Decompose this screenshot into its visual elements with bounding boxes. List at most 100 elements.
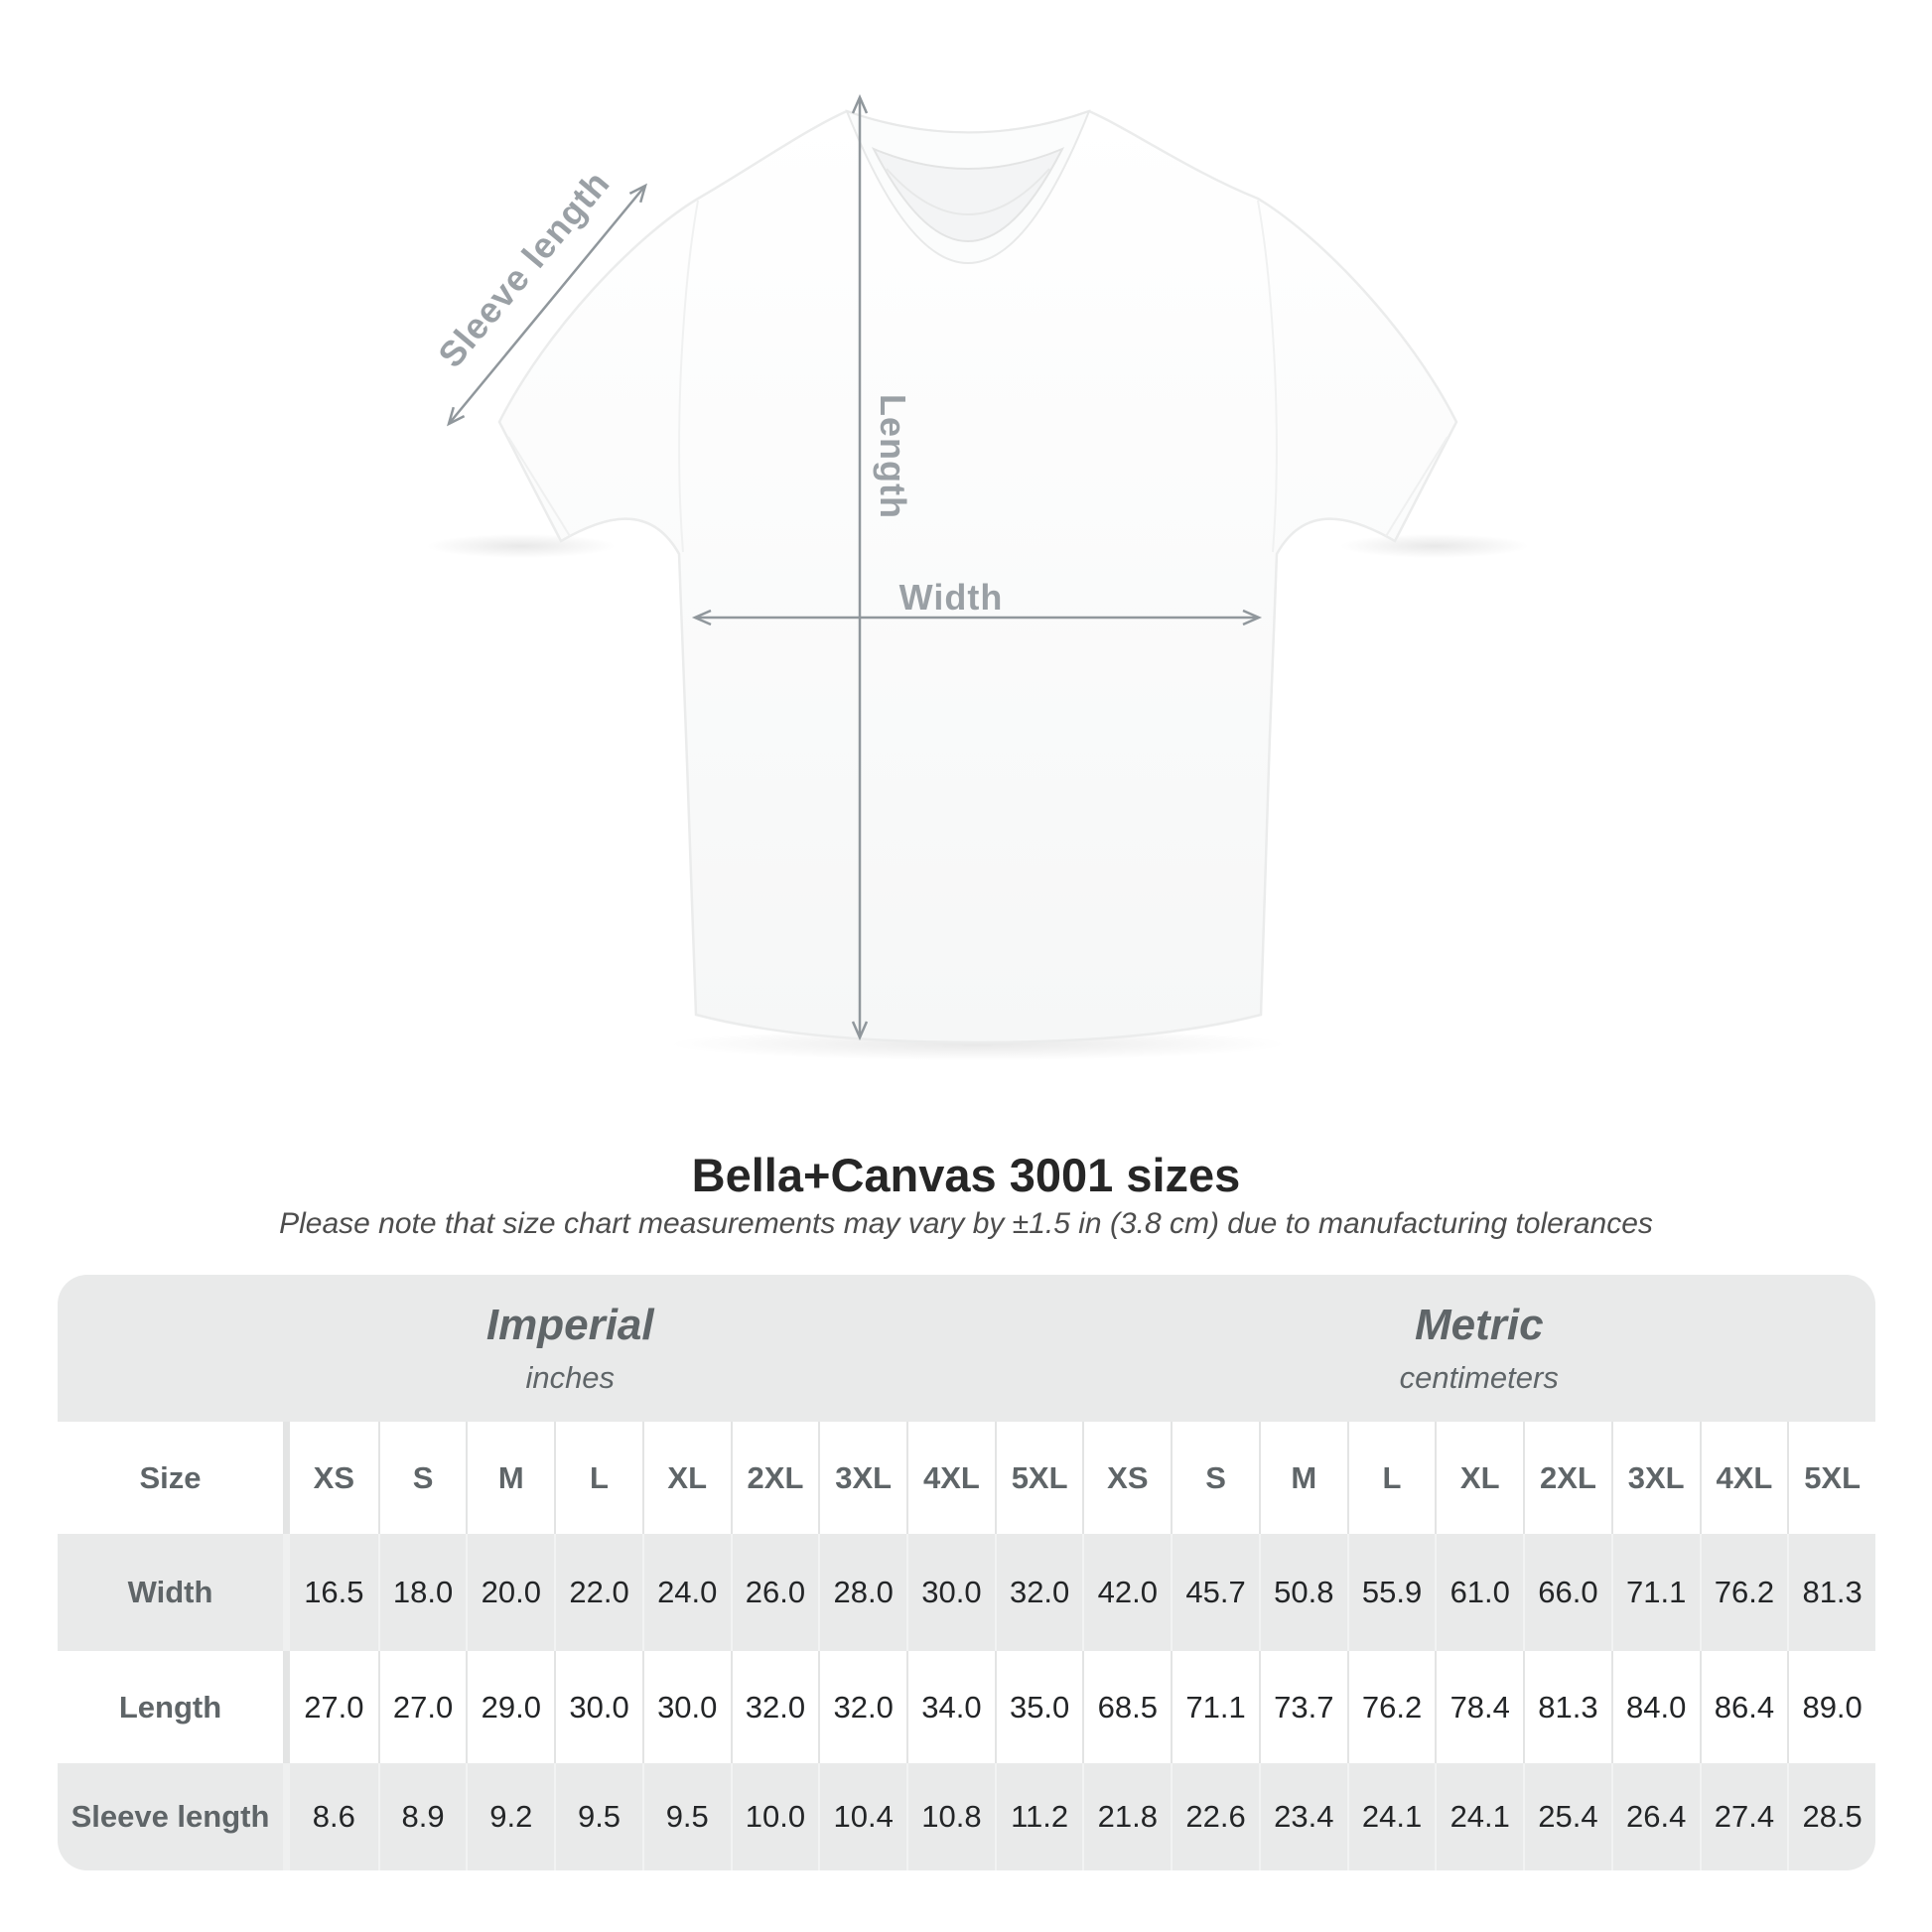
value-cell: 76.2 — [1699, 1534, 1788, 1651]
value-cell: 32.0 — [994, 1534, 1083, 1651]
size-col-header: 3XL — [818, 1422, 906, 1534]
left-sleeve-shadow — [427, 534, 616, 558]
value-cell: 9.5 — [554, 1763, 642, 1870]
size-header-row: Size XS S M L XL 2XL 3XL 4XL 5XL XS S M … — [58, 1422, 1875, 1534]
value-cell: 24.0 — [641, 1534, 731, 1651]
size-col-header: S — [1171, 1422, 1259, 1534]
size-col-header: XS — [313, 1459, 355, 1495]
size-col-header: M — [466, 1422, 554, 1534]
value-cell: 20.0 — [466, 1534, 554, 1651]
tolerance-note: Please note that size chart measurements… — [279, 1207, 1653, 1240]
value-cell: 28.5 — [1787, 1763, 1875, 1870]
length-arrow — [851, 93, 869, 1041]
value-cell: 27.0 — [377, 1651, 467, 1763]
value-cell: 42.0 — [1082, 1534, 1171, 1651]
row-label: Width — [127, 1575, 213, 1609]
size-col-header: 2XL — [730, 1422, 819, 1534]
size-col-header: L — [1346, 1422, 1436, 1534]
value-cell: 27.0 — [304, 1689, 364, 1725]
value-cell: 26.4 — [1610, 1763, 1700, 1870]
value-cell: 32.0 — [730, 1651, 819, 1763]
row-label: Sleeve length — [70, 1799, 270, 1834]
value-cell: 71.1 — [1610, 1534, 1700, 1651]
size-column-label: Size — [139, 1459, 202, 1495]
value-cell: 16.5 — [304, 1575, 364, 1609]
value-cell: 9.5 — [641, 1763, 731, 1870]
value-cell: 73.7 — [1258, 1651, 1347, 1763]
size-col-header: 4XL — [906, 1422, 995, 1534]
value-cell: 24.1 — [1346, 1763, 1436, 1870]
metric-subtitle: centimeters — [1399, 1360, 1559, 1395]
size-col-header: L — [554, 1422, 642, 1534]
table-row-width: Width 16.5 18.0 20.0 22.0 24.0 26.0 28.0… — [58, 1534, 1875, 1651]
width-arrow — [691, 609, 1263, 626]
value-cell: 45.7 — [1171, 1534, 1259, 1651]
value-cell: 61.0 — [1435, 1534, 1523, 1651]
imperial-subtitle: inches — [525, 1360, 616, 1395]
size-col-header: 3XL — [1610, 1422, 1700, 1534]
size-col-header: S — [377, 1422, 467, 1534]
tshirt-illustration — [427, 93, 1529, 1060]
value-cell: 71.1 — [1171, 1651, 1259, 1763]
column-divider — [283, 1651, 290, 1763]
value-cell: 26.0 — [730, 1534, 819, 1651]
right-armhole-seam — [1257, 200, 1278, 553]
value-cell: 18.0 — [377, 1534, 467, 1651]
sleeve-length-arrow — [447, 183, 647, 427]
value-cell: 50.8 — [1258, 1534, 1347, 1651]
width-label: Width — [898, 577, 1004, 618]
value-cell: 10.0 — [730, 1763, 819, 1870]
size-col-header: 5XL — [1787, 1422, 1875, 1534]
imperial-header: Imperial inches — [58, 1275, 1083, 1422]
length-label: Length — [873, 394, 913, 519]
column-divider — [283, 1763, 290, 1870]
row-label: Length — [118, 1689, 222, 1725]
value-cell: 29.0 — [466, 1651, 554, 1763]
column-divider — [283, 1422, 290, 1534]
column-divider — [283, 1534, 290, 1651]
value-cell: 30.0 — [906, 1534, 995, 1651]
value-cell: 76.2 — [1346, 1651, 1436, 1763]
value-cell: 32.0 — [818, 1651, 906, 1763]
value-cell: 23.4 — [1258, 1763, 1347, 1870]
value-cell: 78.4 — [1435, 1651, 1523, 1763]
value-cell: 25.4 — [1523, 1763, 1611, 1870]
value-cell: 22.0 — [554, 1534, 642, 1651]
value-cell: 81.3 — [1523, 1651, 1611, 1763]
metric-title: Metric — [1414, 1301, 1544, 1349]
value-cell: 86.4 — [1699, 1651, 1788, 1763]
value-cell: 30.0 — [554, 1651, 642, 1763]
size-col-header: 4XL — [1699, 1422, 1788, 1534]
value-cell: 30.0 — [641, 1651, 731, 1763]
value-cell: 66.0 — [1523, 1534, 1611, 1651]
value-cell: 55.9 — [1346, 1534, 1436, 1651]
value-cell: 68.5 — [1082, 1651, 1171, 1763]
imperial-title: Imperial — [485, 1301, 654, 1349]
size-col-header: XS — [1082, 1422, 1171, 1534]
size-col-header: XL — [641, 1422, 731, 1534]
value-cell: 21.8 — [1082, 1763, 1171, 1870]
value-cell: 10.8 — [906, 1763, 995, 1870]
metric-header: Metric centimeters — [1083, 1275, 1876, 1422]
value-cell: 27.4 — [1699, 1763, 1788, 1870]
size-col-header: 5XL — [994, 1422, 1083, 1534]
value-cell: 9.2 — [466, 1763, 554, 1870]
value-cell: 22.6 — [1171, 1763, 1259, 1870]
collar-opening — [871, 147, 1065, 242]
size-table: Imperial inches Metric centimeters Size … — [58, 1275, 1875, 1870]
value-cell: 34.0 — [906, 1651, 995, 1763]
table-row-length: Length 27.0 27.0 29.0 30.0 30.0 32.0 32.… — [58, 1651, 1875, 1763]
unit-header-band: Imperial inches Metric centimeters — [58, 1275, 1875, 1422]
value-cell: 35.0 — [994, 1651, 1083, 1763]
tshirt-measurement-figure: Sleeve length Length Width — [427, 93, 1529, 1060]
size-col-header: XL — [1435, 1422, 1523, 1534]
value-cell: 81.3 — [1787, 1534, 1875, 1651]
left-cuff-seam — [507, 436, 571, 537]
value-cell: 10.4 — [818, 1763, 906, 1870]
size-col-header: M — [1258, 1422, 1347, 1534]
collar-inner-shadow — [886, 168, 1050, 215]
value-cell: 28.0 — [818, 1534, 906, 1651]
right-cuff-seam — [1385, 436, 1449, 537]
value-cell: 24.1 — [1435, 1763, 1523, 1870]
